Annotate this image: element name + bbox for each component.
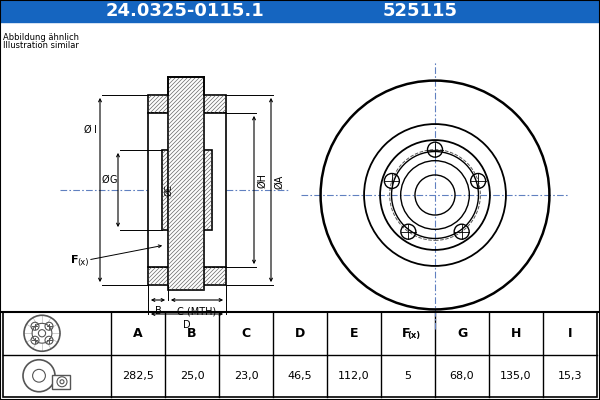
Bar	[52, 375, 70, 389]
Bar	[0, 0, 600, 22]
Text: G: G	[109, 175, 117, 185]
Text: E: E	[350, 327, 358, 340]
Text: 5: 5	[404, 371, 412, 381]
Bar	[3, 312, 597, 397]
Text: H: H	[511, 327, 521, 340]
Text: C (MTH): C (MTH)	[178, 306, 217, 316]
Text: D: D	[295, 327, 305, 340]
Text: ØA: ØA	[274, 175, 284, 189]
Bar	[162, 150, 212, 230]
Text: 15,3: 15,3	[558, 371, 582, 381]
Text: Abbildung ähnlich: Abbildung ähnlich	[3, 32, 79, 42]
Text: ØH: ØH	[257, 172, 267, 188]
Bar	[0, 22, 600, 312]
Text: 525115: 525115	[383, 2, 458, 20]
Text: 135,0: 135,0	[500, 371, 532, 381]
Text: 24.0325-0115.1: 24.0325-0115.1	[106, 2, 265, 20]
Text: Ø: Ø	[83, 125, 91, 135]
Text: ØE: ØE	[164, 184, 173, 196]
Text: Illustration similar: Illustration similar	[3, 42, 79, 50]
Text: D: D	[183, 320, 191, 330]
Text: 68,0: 68,0	[449, 371, 475, 381]
Text: B: B	[187, 327, 197, 340]
Text: (x): (x)	[77, 258, 89, 268]
Text: F: F	[71, 255, 79, 265]
Text: A: A	[133, 327, 143, 340]
Text: C: C	[241, 327, 251, 340]
Text: B: B	[155, 306, 161, 316]
Text: 46,5: 46,5	[287, 371, 313, 381]
Text: I: I	[568, 327, 572, 340]
Text: 112,0: 112,0	[338, 371, 370, 381]
Bar	[148, 267, 226, 285]
Text: Ø: Ø	[101, 175, 109, 185]
Text: 23,0: 23,0	[233, 371, 259, 381]
Text: G: G	[457, 327, 467, 340]
Text: (x): (x)	[407, 331, 421, 340]
Text: F: F	[402, 327, 410, 340]
Text: I: I	[94, 125, 97, 135]
Bar	[168, 77, 204, 290]
Bar	[148, 95, 226, 113]
Text: 282,5: 282,5	[122, 371, 154, 381]
Text: 25,0: 25,0	[179, 371, 205, 381]
Bar	[148, 113, 226, 267]
